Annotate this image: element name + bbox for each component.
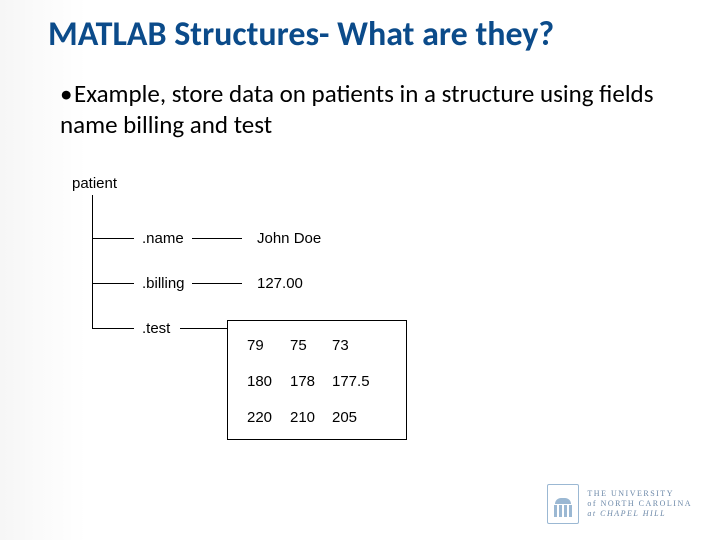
bullet-marker: • bbox=[60, 78, 74, 109]
branch-line bbox=[92, 283, 134, 284]
root-label: patient bbox=[72, 175, 117, 192]
matrix-cell: 210 bbox=[290, 409, 315, 426]
logo-seal-icon bbox=[547, 484, 579, 524]
logo-text-line: THE UNIVERSITY bbox=[587, 489, 692, 499]
connector-line bbox=[192, 283, 242, 284]
connector-line bbox=[192, 238, 242, 239]
university-logo: THE UNIVERSITY of NORTH CAROLINA at CHAP… bbox=[547, 484, 692, 524]
field-value: John Doe bbox=[257, 230, 321, 247]
matrix-cell: 73 bbox=[332, 337, 349, 354]
matrix-cell: 79 bbox=[247, 337, 264, 354]
slide-title: MATLAB Structures- What are they? bbox=[48, 14, 690, 55]
logo-text-line: at CHAPEL HILL bbox=[587, 509, 692, 519]
structure-diagram: patient .name John Doe .billing 127.00 .… bbox=[72, 175, 632, 475]
field-label: .name bbox=[142, 230, 184, 247]
logo-text-line: of NORTH CAROLINA bbox=[587, 499, 692, 509]
branch-line bbox=[92, 328, 134, 329]
bullet-text: Example, store data on patients in a str… bbox=[60, 78, 653, 140]
field-label: .test bbox=[142, 320, 170, 337]
connector-line bbox=[180, 328, 227, 329]
field-label: .billing bbox=[142, 275, 185, 292]
branch-line bbox=[92, 238, 134, 239]
matrix-cell: 180 bbox=[247, 373, 272, 390]
matrix-cell: 177.5 bbox=[332, 373, 370, 390]
bullet-item: •Example, store data on patients in a st… bbox=[60, 78, 680, 141]
logo-text: THE UNIVERSITY of NORTH CAROLINA at CHAP… bbox=[587, 489, 692, 519]
field-value: 127.00 bbox=[257, 275, 303, 292]
matrix-cell: 178 bbox=[290, 373, 315, 390]
trunk-line bbox=[92, 195, 93, 328]
matrix-cell: 75 bbox=[290, 337, 307, 354]
matrix-cell: 220 bbox=[247, 409, 272, 426]
slide: MATLAB Structures- What are they? •Examp… bbox=[0, 0, 720, 540]
matrix-cell: 205 bbox=[332, 409, 357, 426]
